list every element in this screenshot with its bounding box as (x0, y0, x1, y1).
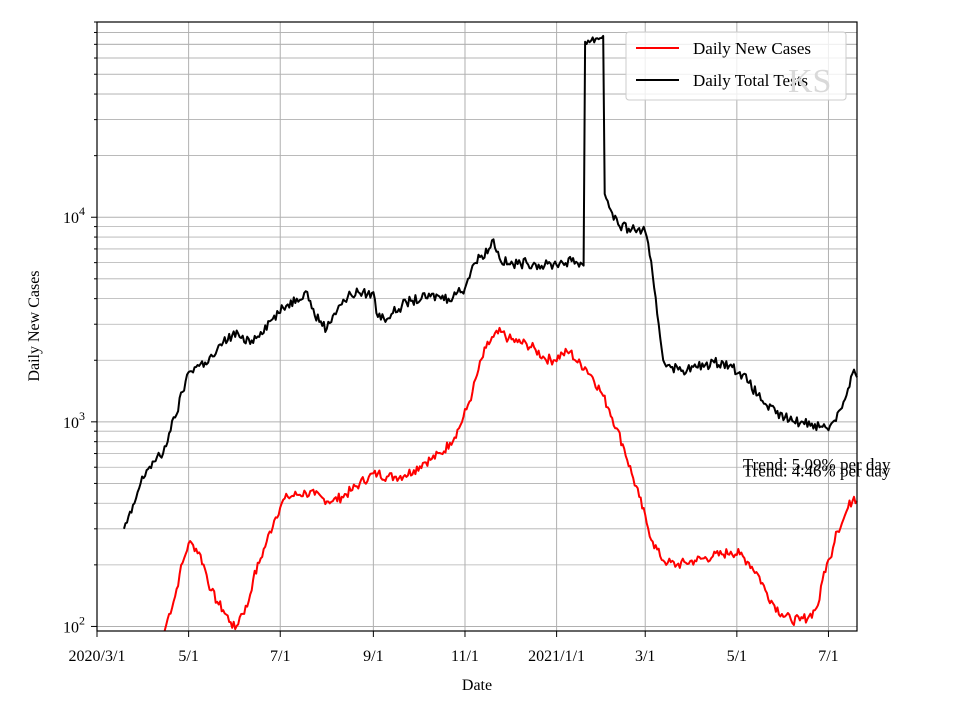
x-tick-label: 11/1 (451, 648, 479, 665)
x-tick-label: 5/1 (178, 648, 198, 665)
x-tick-label: 3/1 (635, 648, 655, 665)
legend-box (625, 31, 847, 101)
x-tick-label: 2020/3/1 (69, 648, 126, 665)
trend-annotation-1: Trend: 5.09% per day (743, 455, 891, 474)
y-tick-label: 104 (63, 204, 85, 227)
series-line-daily-new-cases (163, 326, 858, 632)
trend-annotation-2: Trend: 4.46% per day (743, 462, 891, 481)
y-tick-label: 102 (63, 613, 85, 636)
x-tick-label: 7/1 (270, 648, 290, 665)
series-line-daily-total-tests (123, 34, 858, 530)
tick-layer: 2020/3/1 5/1 7/1 9/1 11/1 2021/1/1 3/1 5/1 7/1 10… (63, 21, 839, 665)
x-tick-label: 9/1 (363, 648, 383, 665)
y-axis-label: Daily New Cases (26, 270, 43, 381)
plot-area-frame (96, 21, 858, 632)
series-layer (123, 34, 858, 632)
legend-label-daily-new-cases: Daily New Cases (693, 39, 811, 58)
x-tick-label: 7/1 (818, 648, 838, 665)
x-tick-label: 5/1 (727, 648, 747, 665)
legend-label-daily-total-tests: Daily Total Tests (693, 71, 808, 90)
y-tick-label: 103 (63, 409, 85, 432)
legend: Daily New Cases Daily Total Tests KS (625, 31, 847, 101)
x-axis-label: Date (462, 677, 492, 694)
x-tick-label: 2021/1/1 (528, 648, 585, 665)
ks-watermark: KS (788, 63, 831, 100)
